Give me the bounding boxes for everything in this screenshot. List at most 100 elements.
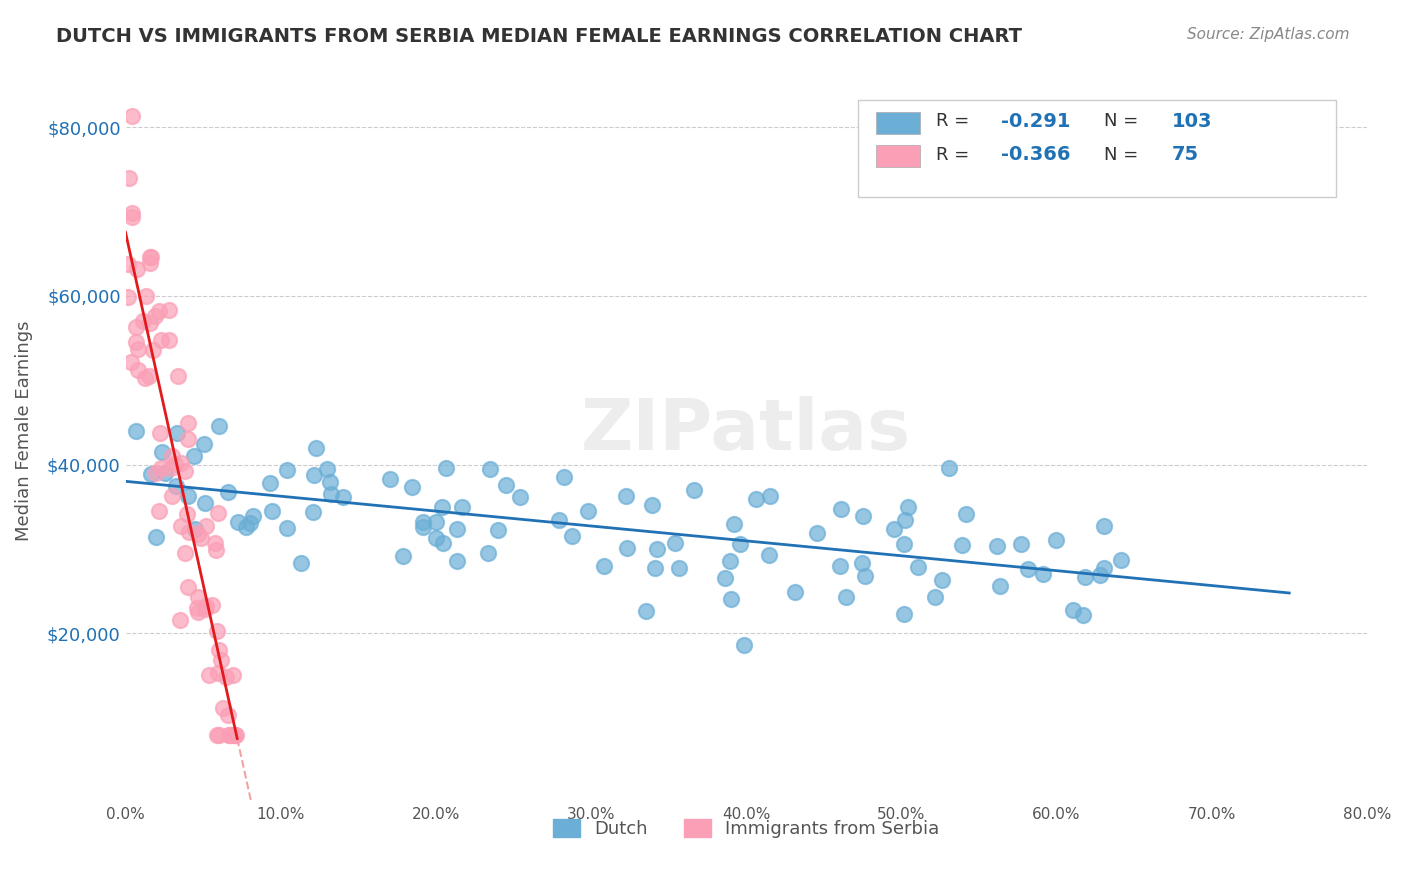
Point bbox=[446, 522, 468, 536]
Point bbox=[170, 518, 193, 533]
Point bbox=[593, 558, 616, 573]
Point bbox=[176, 416, 198, 430]
Point bbox=[434, 460, 457, 475]
Point bbox=[644, 560, 666, 574]
Point bbox=[159, 461, 181, 475]
Text: Source: ZipAtlas.com: Source: ZipAtlas.com bbox=[1187, 27, 1350, 42]
Point bbox=[260, 504, 283, 518]
Legend: Dutch, Immigrants from Serbia: Dutch, Immigrants from Serbia bbox=[546, 812, 946, 846]
Point bbox=[412, 519, 434, 533]
Point bbox=[121, 210, 143, 224]
Point bbox=[1088, 568, 1111, 582]
Point bbox=[224, 728, 246, 742]
Bar bbox=[876, 145, 920, 168]
Point bbox=[225, 728, 247, 742]
Point bbox=[852, 508, 875, 523]
Point bbox=[425, 516, 447, 530]
Point bbox=[166, 426, 188, 441]
Point bbox=[806, 525, 828, 540]
Point bbox=[304, 467, 326, 482]
Point bbox=[259, 475, 281, 490]
Point bbox=[412, 516, 434, 530]
Point bbox=[208, 728, 231, 742]
Point bbox=[165, 479, 187, 493]
Point bbox=[117, 257, 139, 271]
Point bbox=[143, 309, 166, 323]
Point bbox=[301, 505, 323, 519]
Point bbox=[495, 478, 517, 492]
Point bbox=[198, 667, 221, 681]
Point bbox=[124, 320, 146, 334]
Point bbox=[486, 523, 509, 537]
Point bbox=[141, 250, 163, 264]
Point bbox=[290, 556, 312, 570]
Point bbox=[723, 516, 745, 531]
Point bbox=[149, 333, 172, 347]
Y-axis label: Median Female Earnings: Median Female Earnings bbox=[15, 321, 32, 541]
Text: 103: 103 bbox=[1173, 112, 1212, 131]
Point bbox=[117, 290, 139, 304]
Point bbox=[125, 424, 148, 438]
Point bbox=[641, 498, 664, 512]
Point bbox=[148, 503, 170, 517]
Text: -0.291: -0.291 bbox=[1001, 112, 1070, 131]
Point bbox=[1071, 608, 1094, 623]
Point bbox=[221, 668, 243, 682]
Point bbox=[828, 558, 851, 573]
Point bbox=[190, 531, 212, 545]
Point bbox=[830, 502, 852, 516]
Point bbox=[218, 728, 240, 742]
Point bbox=[276, 462, 298, 476]
Point bbox=[616, 541, 638, 555]
Point bbox=[446, 554, 468, 568]
Point bbox=[173, 546, 195, 560]
Point bbox=[179, 524, 201, 539]
Point bbox=[157, 333, 180, 347]
Point bbox=[160, 489, 183, 503]
Point bbox=[955, 507, 977, 521]
Point bbox=[120, 355, 142, 369]
FancyBboxPatch shape bbox=[858, 101, 1336, 197]
Point bbox=[205, 728, 228, 742]
Point bbox=[924, 590, 946, 604]
Bar bbox=[876, 112, 920, 134]
Point bbox=[950, 538, 973, 552]
Point bbox=[127, 262, 149, 277]
Point bbox=[150, 461, 173, 475]
Point bbox=[645, 541, 668, 556]
Point bbox=[139, 250, 162, 264]
Point bbox=[305, 441, 328, 455]
Point bbox=[276, 521, 298, 535]
Point bbox=[134, 370, 156, 384]
Point bbox=[169, 613, 191, 627]
Point bbox=[139, 467, 162, 482]
Point bbox=[194, 602, 217, 616]
Point bbox=[1010, 536, 1032, 550]
Text: -0.366: -0.366 bbox=[1001, 145, 1070, 164]
Point bbox=[682, 483, 704, 498]
Point bbox=[176, 507, 198, 521]
Text: R =: R = bbox=[936, 112, 976, 130]
Point bbox=[1032, 566, 1054, 581]
Point bbox=[208, 643, 231, 657]
Point bbox=[561, 529, 583, 543]
Point bbox=[139, 256, 162, 270]
Point bbox=[853, 569, 876, 583]
Point bbox=[208, 419, 231, 434]
Point bbox=[479, 462, 502, 476]
Text: ZIPatlas: ZIPatlas bbox=[581, 396, 911, 466]
Point bbox=[451, 500, 474, 514]
Point bbox=[205, 543, 228, 558]
Point bbox=[118, 170, 141, 185]
Point bbox=[728, 537, 751, 551]
Point bbox=[668, 560, 690, 574]
Point bbox=[425, 531, 447, 545]
Point bbox=[215, 670, 238, 684]
Point bbox=[759, 489, 782, 503]
Point bbox=[145, 530, 167, 544]
Point bbox=[894, 513, 917, 527]
Point bbox=[1017, 562, 1039, 576]
Point bbox=[177, 432, 200, 446]
Point bbox=[148, 304, 170, 318]
Point bbox=[733, 638, 755, 652]
